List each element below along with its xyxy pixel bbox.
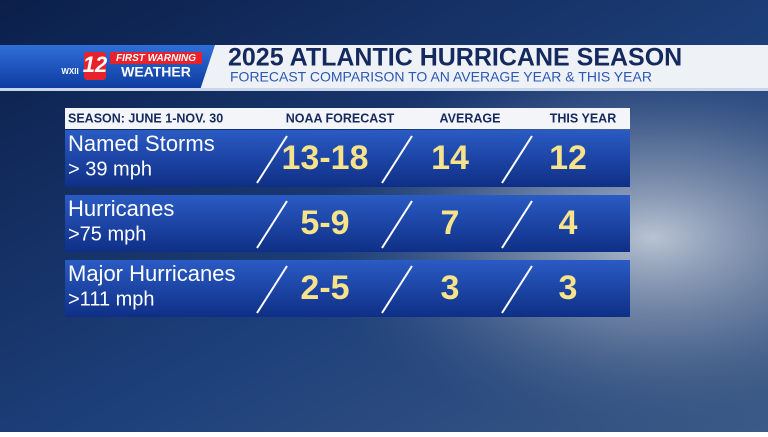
column-header: THIS YEAR (550, 111, 616, 125)
row-value: 3 (441, 269, 460, 307)
station: WXII (61, 67, 78, 76)
row-value: 2-5 (300, 269, 349, 307)
table-header (65, 108, 630, 129)
row-bg (65, 130, 630, 187)
row-value: 12 (549, 139, 587, 177)
subtitle: FORECAST COMPARISON TO AN AVERAGE YEAR &… (230, 69, 652, 85)
divider-slash (381, 265, 413, 314)
row-threshold: > 39 mph (68, 158, 152, 180)
row-value: 14 (431, 139, 469, 177)
row-name: Major Hurricanes (68, 261, 236, 286)
brand-top-bg (110, 52, 202, 64)
divider-slash (501, 200, 533, 249)
divider-slash (256, 200, 288, 249)
header-rule (0, 88, 768, 91)
divider-slash (256, 135, 288, 184)
row-threshold: >111 mph (68, 288, 155, 310)
divider-slash (256, 265, 288, 314)
title: 2025 ATLANTIC HURRICANE SEASON (228, 44, 682, 72)
column-header: AVERAGE (440, 111, 501, 125)
divider-slash (381, 200, 413, 249)
row-name: Named Storms (68, 131, 215, 156)
divider-slash (501, 135, 533, 184)
row-value: 4 (559, 204, 578, 242)
row-value: 3 (559, 269, 578, 307)
brand-top: FIRST WARNING (116, 53, 196, 64)
channel: 12 (83, 52, 108, 77)
row-threshold: >75 mph (68, 223, 146, 245)
brand-bottom: WEATHER (121, 64, 191, 80)
row-bg (65, 260, 630, 317)
row-value: 7 (441, 204, 460, 242)
channel-badge (84, 52, 106, 80)
column-header: NOAA FORECAST (286, 111, 395, 125)
divider-slash (501, 265, 533, 314)
divider-slash (381, 135, 413, 184)
row-name: Hurricanes (68, 196, 174, 221)
row-value: 13-18 (282, 139, 369, 177)
row-bg (65, 195, 630, 252)
column-header: SEASON: JUNE 1-NOV. 30 (68, 111, 223, 125)
title-bar (200, 45, 768, 90)
row-value: 5-9 (300, 204, 349, 242)
